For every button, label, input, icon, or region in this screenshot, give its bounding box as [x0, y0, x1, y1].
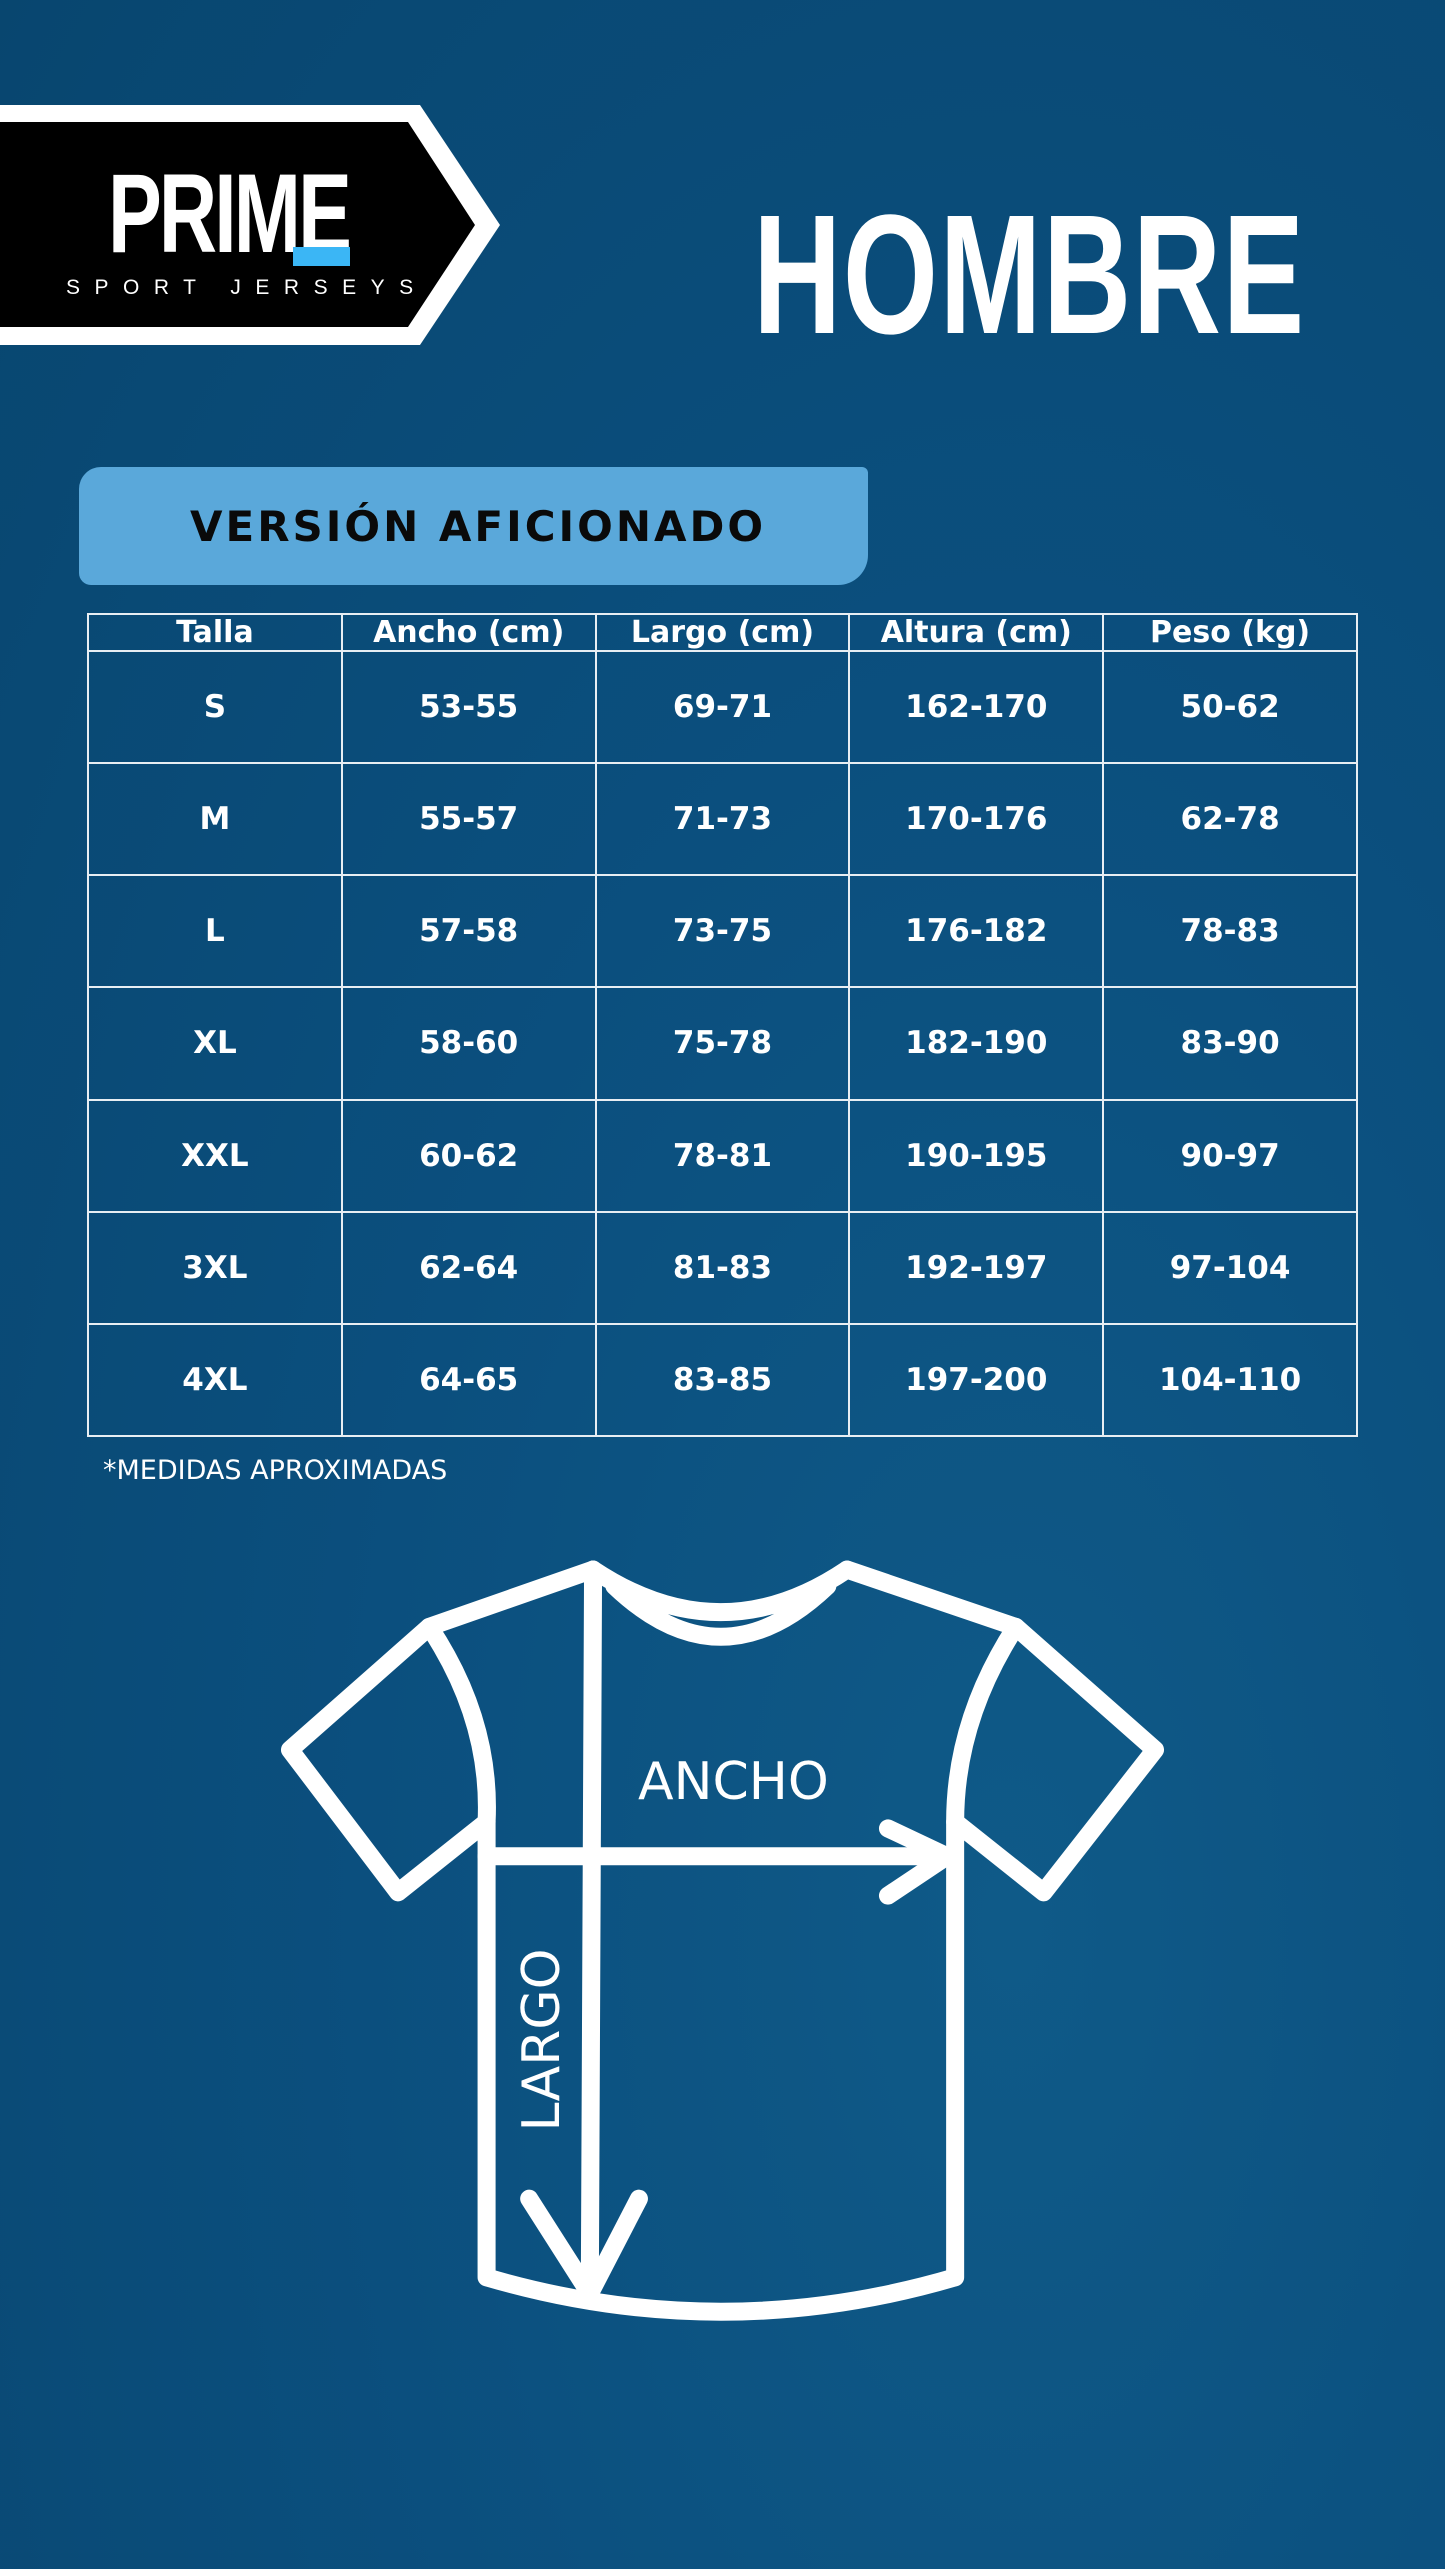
table-cell: 176-182	[848, 874, 1105, 989]
table-cell: 75-78	[594, 986, 851, 1101]
table-row: XL 58-60 75-78 182-190 83-90	[87, 986, 1358, 1101]
largo-line	[580, 1560, 603, 2303]
table-cell: 62-64	[340, 1210, 597, 1325]
table-cell: 78-83	[1102, 874, 1358, 989]
footnote: *MEDIDAS APROXIMADAS	[103, 1455, 448, 1486]
table-cell: 182-190	[848, 986, 1105, 1101]
brand-logo	[0, 105, 500, 345]
table-cell: 197-200	[848, 1322, 1105, 1438]
table-cell: 69-71	[594, 649, 851, 765]
largo-label: LARGO	[512, 1948, 572, 2132]
table-cell: XL	[87, 986, 343, 1101]
table-cell: 83-85	[594, 1322, 851, 1438]
table-cell: 90-97	[1102, 1098, 1358, 1213]
table-cell: XXL	[87, 1098, 343, 1213]
table-cell: 162-170	[848, 649, 1105, 765]
largo-arrowhead	[520, 2189, 648, 2303]
table-cell: 170-176	[848, 762, 1105, 877]
brand-accent-bar	[293, 247, 350, 266]
table-cell: 62-78	[1102, 762, 1358, 877]
page-title: HOMBRE	[753, 180, 1306, 370]
table-cell: S	[87, 649, 343, 765]
column-header: Largo (cm)	[594, 613, 851, 652]
table-row: L 57-58 73-75 176-182 78-83	[87, 874, 1358, 989]
table-row: XXL 60-62 78-81 190-195 90-97	[87, 1098, 1358, 1213]
table-cell: 60-62	[340, 1098, 597, 1213]
column-header: Peso (kg)	[1102, 613, 1358, 652]
table-cell: 192-197	[848, 1210, 1105, 1325]
table-row: M 55-57 71-73 170-176 62-78	[87, 762, 1358, 877]
table-cell: 97-104	[1102, 1210, 1358, 1325]
table-cell: M	[87, 762, 343, 877]
table-cell: 104-110	[1102, 1322, 1358, 1438]
shirt-left-armhole	[420, 1617, 496, 1831]
table-cell: 78-81	[594, 1098, 851, 1213]
ancho-label: ANCHO	[638, 1752, 829, 1812]
column-header: Talla	[87, 613, 343, 652]
table-cell: 58-60	[340, 986, 597, 1101]
brand-tagline: SPORT JERSEYS	[66, 276, 428, 299]
table-cell: 4XL	[87, 1322, 343, 1438]
table-cell: 50-62	[1102, 649, 1358, 765]
size-table: Talla Ancho (cm) Largo (cm) Altura (cm) Peso…	[87, 613, 1358, 1438]
shirt-collar	[584, 1560, 857, 1646]
shirt-outline	[280, 1560, 1165, 2321]
version-badge: VERSIÓN AFICIONADO	[79, 467, 868, 585]
table-row: 3XL 62-64 81-83 192-197 97-104	[87, 1210, 1358, 1325]
column-header: Ancho (cm)	[340, 613, 597, 652]
table-row: S 53-55 69-71 162-170 50-62	[87, 649, 1358, 765]
version-label: VERSIÓN AFICIONADO	[190, 501, 767, 551]
table-cell: 53-55	[340, 649, 597, 765]
table-cell: 55-57	[340, 762, 597, 877]
table-cell: 81-83	[594, 1210, 851, 1325]
logo-banner-shape	[0, 105, 500, 345]
column-header: Altura (cm)	[848, 613, 1105, 652]
table-cell: 64-65	[340, 1322, 597, 1438]
table-row: 4XL 64-65 83-85 197-200 104-110	[87, 1322, 1358, 1438]
table-header-row: Talla Ancho (cm) Largo (cm) Altura (cm) Peso…	[87, 613, 1358, 652]
table-cell: 190-195	[848, 1098, 1105, 1213]
table-cell: 83-90	[1102, 986, 1358, 1101]
table-cell: L	[87, 874, 343, 989]
table-cell: 73-75	[594, 874, 851, 989]
shirt-right-armhole	[946, 1617, 1025, 1831]
table-cell: 3XL	[87, 1210, 343, 1325]
ancho-arrowhead	[878, 1819, 956, 1905]
table-cell: 71-73	[594, 762, 851, 877]
table-cell: 57-58	[340, 874, 597, 989]
